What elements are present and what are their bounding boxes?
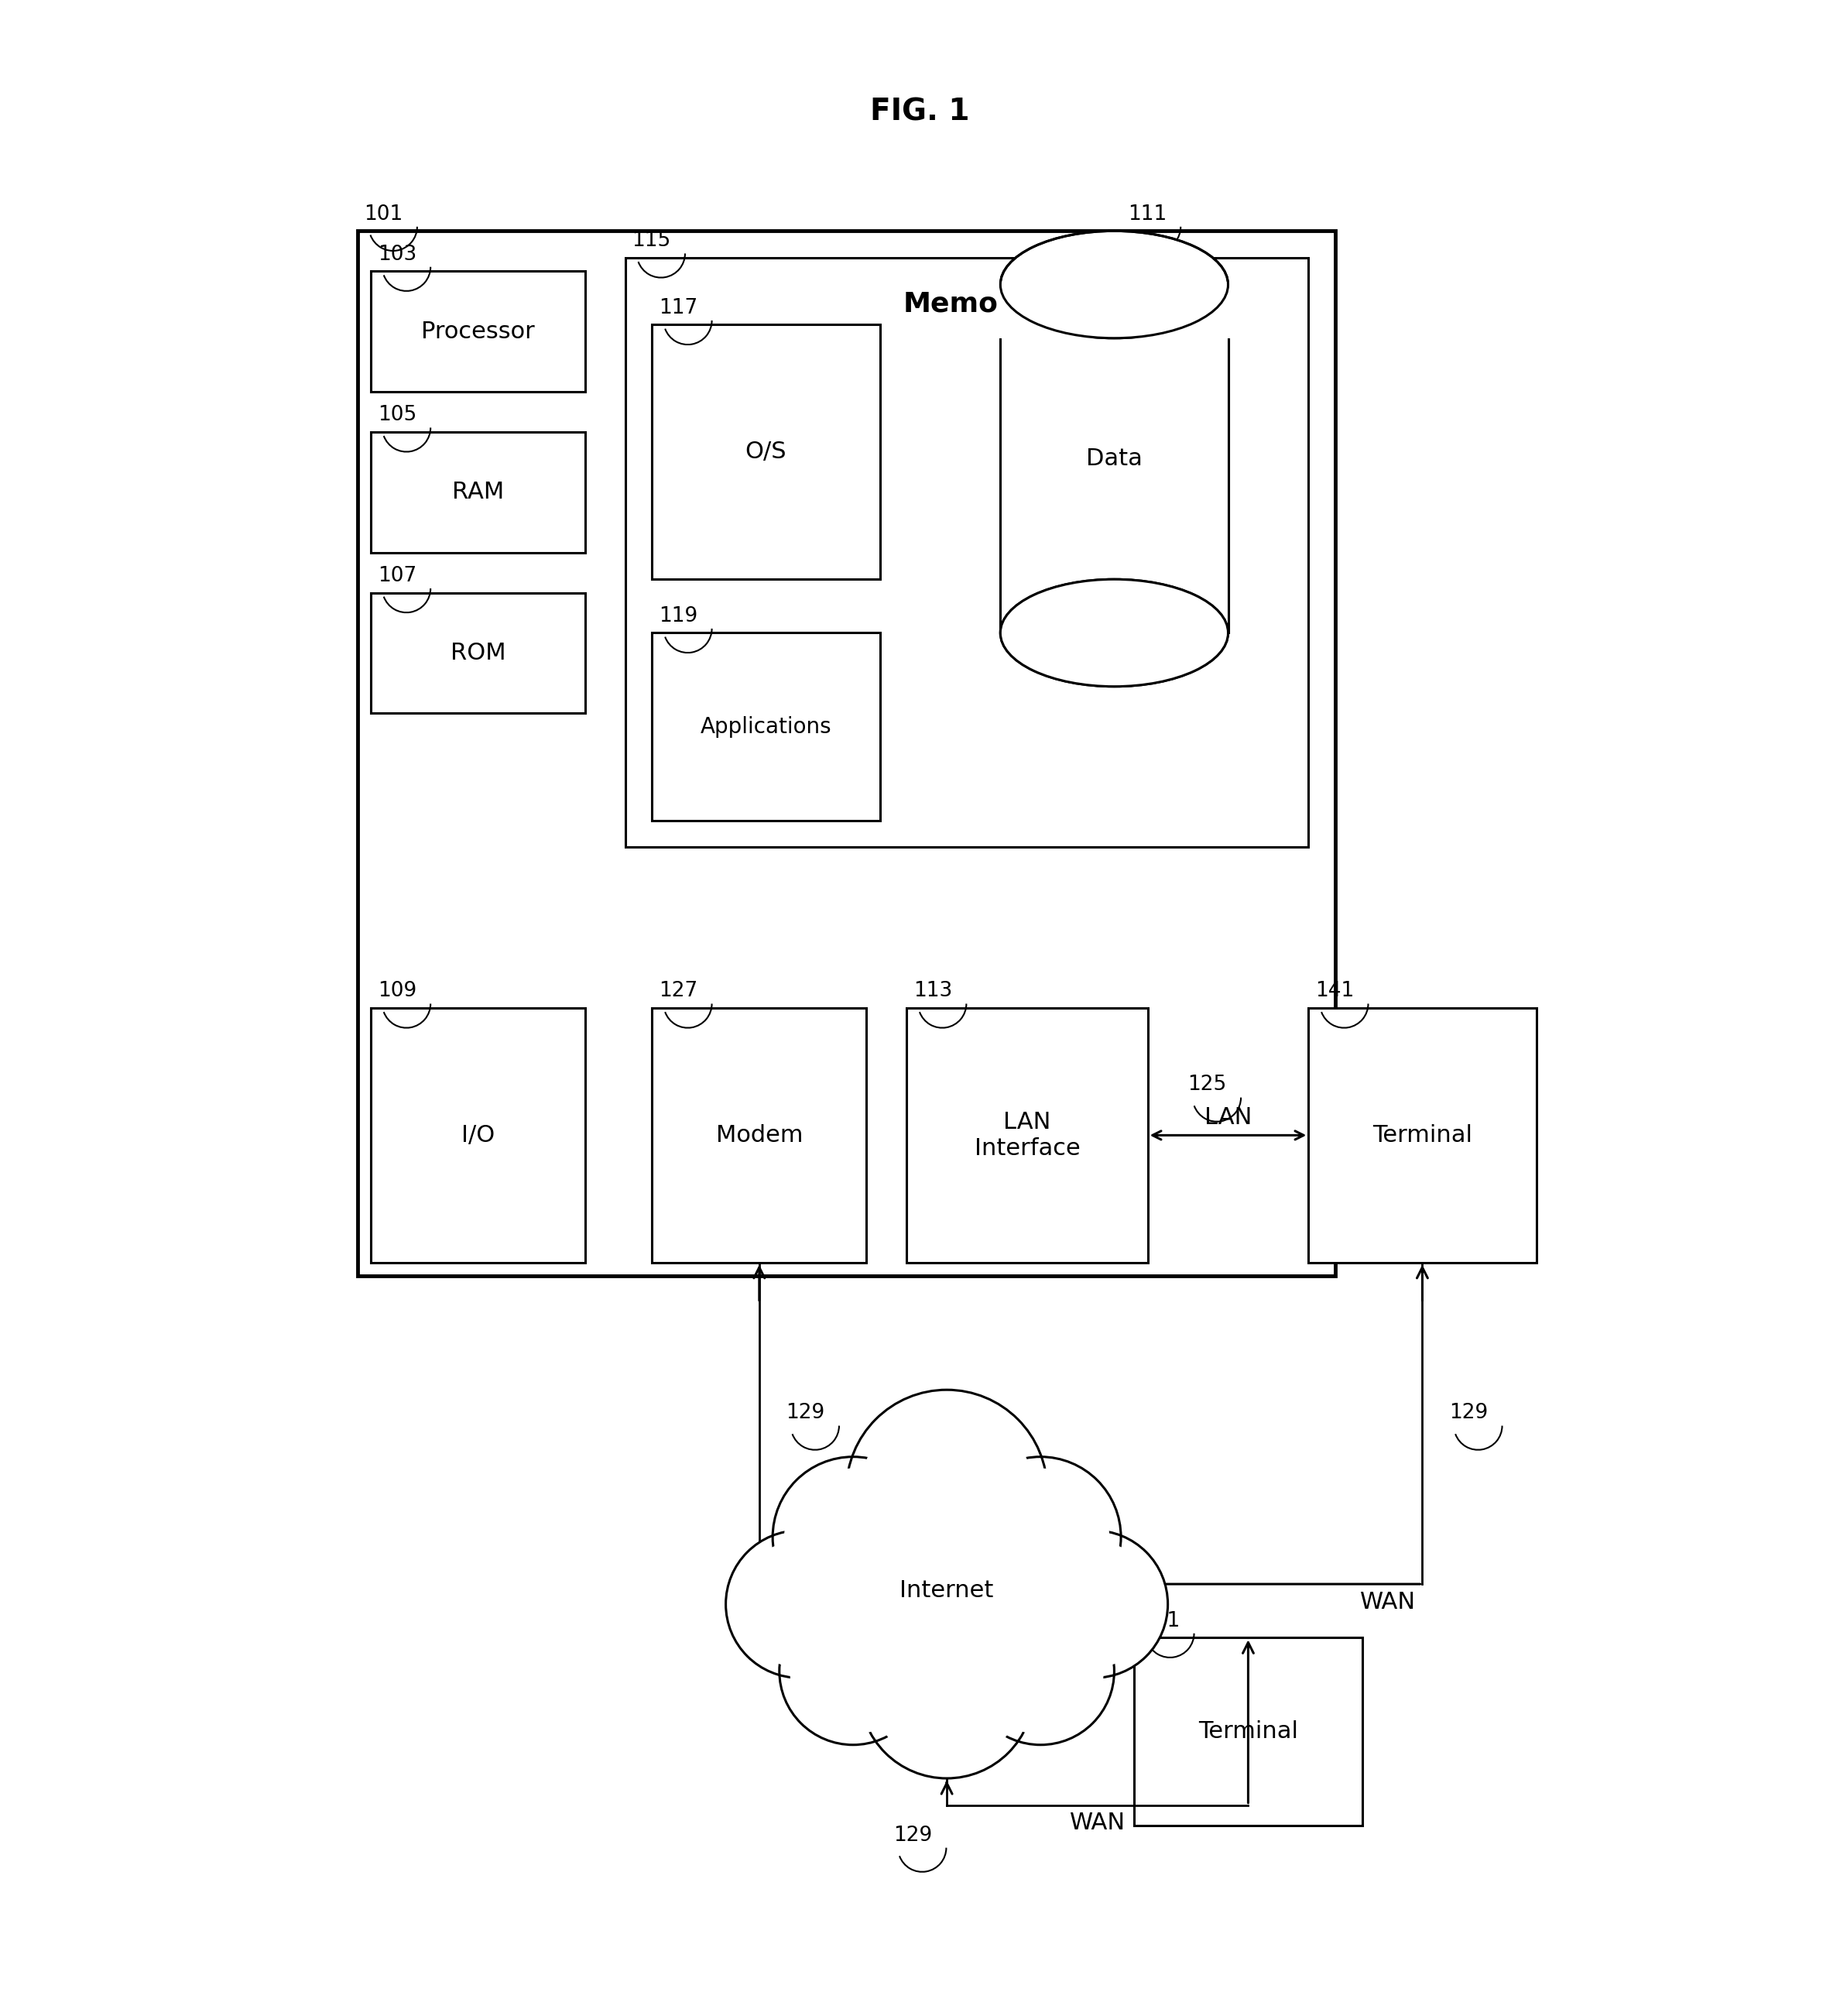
Text: I/O: I/O [462, 1125, 495, 1147]
Text: Memory: Memory [903, 290, 1030, 319]
Text: WAN: WAN [1069, 1812, 1126, 1835]
Text: 115: 115 [631, 232, 672, 252]
Bar [1133, 1637, 1362, 1824]
Circle shape [861, 1405, 1032, 1577]
Text: 101: 101 [364, 204, 403, 224]
Text: Processor: Processor [421, 321, 535, 343]
Text: ROM: ROM [451, 641, 506, 663]
Text: 119: 119 [659, 607, 697, 627]
Bar [651, 1008, 867, 1262]
Text: Internet: Internet [900, 1581, 994, 1603]
Circle shape [966, 1597, 1115, 1744]
Text: WAN: WAN [765, 1591, 822, 1613]
Circle shape [725, 1530, 874, 1677]
Circle shape [1032, 1542, 1157, 1667]
Circle shape [872, 1617, 1021, 1766]
Bar [651, 325, 880, 579]
Text: Applications: Applications [701, 716, 832, 738]
Circle shape [791, 1609, 916, 1734]
Text: 107: 107 [377, 566, 416, 587]
Ellipse shape [1001, 579, 1227, 687]
Bar [1001, 284, 1227, 633]
Circle shape [784, 1470, 922, 1605]
Text: 131: 131 [973, 1458, 1012, 1478]
Bar [1308, 1008, 1536, 1262]
Bar [907, 1008, 1148, 1262]
Circle shape [972, 1470, 1110, 1605]
Text: 103: 103 [377, 244, 416, 264]
Circle shape [780, 1597, 927, 1744]
Text: 141: 141 [1316, 982, 1354, 1002]
Bar [651, 633, 880, 821]
Text: 129: 129 [786, 1403, 824, 1423]
Ellipse shape [1001, 232, 1227, 339]
Text: FIG. 1: FIG. 1 [870, 97, 970, 127]
Bar [372, 593, 585, 714]
Text: 105: 105 [377, 405, 416, 425]
Circle shape [773, 1458, 933, 1617]
Circle shape [960, 1458, 1121, 1617]
Text: 129: 129 [892, 1824, 933, 1845]
Circle shape [826, 1470, 1067, 1712]
Bar [372, 431, 585, 552]
Text: LAN: LAN [1205, 1107, 1251, 1129]
Text: O/S: O/S [745, 442, 788, 464]
Text: Terminal: Terminal [1373, 1125, 1472, 1147]
Bar [626, 258, 1308, 847]
Text: 113: 113 [913, 982, 953, 1002]
Circle shape [859, 1605, 1034, 1778]
Text: 151: 151 [1141, 1611, 1179, 1631]
Text: Data: Data [1086, 448, 1143, 470]
Ellipse shape [1001, 579, 1227, 687]
Text: 127: 127 [659, 982, 697, 1002]
Text: 109: 109 [377, 982, 416, 1002]
Bar [997, 282, 1231, 339]
Circle shape [846, 1389, 1047, 1591]
Text: LAN
Interface: LAN Interface [973, 1111, 1080, 1159]
Bar [372, 1008, 585, 1262]
Text: 125: 125 [1189, 1075, 1227, 1095]
Text: Modem: Modem [716, 1125, 802, 1147]
Text: 111: 111 [1128, 204, 1167, 224]
Text: Terminal: Terminal [1198, 1720, 1297, 1742]
Text: 117: 117 [659, 298, 697, 319]
Circle shape [1021, 1530, 1168, 1677]
Bar [372, 272, 585, 391]
Text: RAM: RAM [453, 482, 504, 504]
Bar [357, 232, 1336, 1276]
Circle shape [977, 1609, 1104, 1734]
Circle shape [736, 1542, 863, 1667]
Text: WAN: WAN [1360, 1591, 1415, 1613]
Text: 129: 129 [1450, 1403, 1489, 1423]
